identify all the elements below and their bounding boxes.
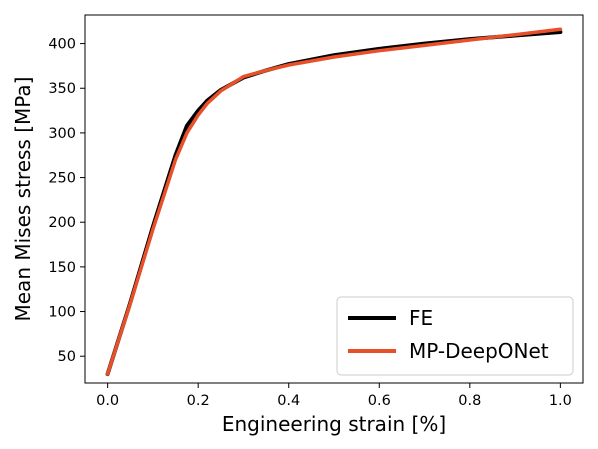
y-tick-label: 350 (48, 81, 76, 97)
x-tick-label: 0.6 (368, 393, 391, 409)
y-tick-label: 100 (48, 305, 76, 321)
x-axis: 0.0 0.2 0.4 0.6 0.8 1.0 (96, 383, 572, 409)
y-tick-label: 300 (48, 126, 76, 142)
x-tick-label: 0.0 (96, 393, 119, 409)
x-tick-label: 0.8 (458, 393, 481, 409)
series-layer (105, 27, 563, 377)
y-tick-label: 50 (58, 349, 76, 365)
legend-box (336, 296, 574, 376)
y-axis-title: Mean Mises stress [MPa] (11, 77, 35, 322)
x-axis-title: Engineering strain [%] (222, 412, 446, 436)
plot-frame (84, 14, 584, 384)
y-tick-label: 400 (48, 37, 76, 53)
y-axis: 50 100 150 200 250 300 350 400 (48, 37, 85, 365)
legend: FE MP-DeepONet (336, 296, 574, 376)
y-tick-label: 150 (48, 260, 76, 276)
series-line-mp-deeponet (105, 27, 563, 376)
legend-label: FE (409, 306, 433, 330)
x-tick-label: 0.4 (277, 393, 300, 409)
legend-label: MP-DeepONet (409, 339, 549, 363)
y-tick-label: 200 (48, 215, 76, 231)
y-tick-label: 250 (48, 171, 76, 187)
x-tick-label: 0.2 (187, 393, 210, 409)
x-tick-label: 1.0 (549, 393, 572, 409)
